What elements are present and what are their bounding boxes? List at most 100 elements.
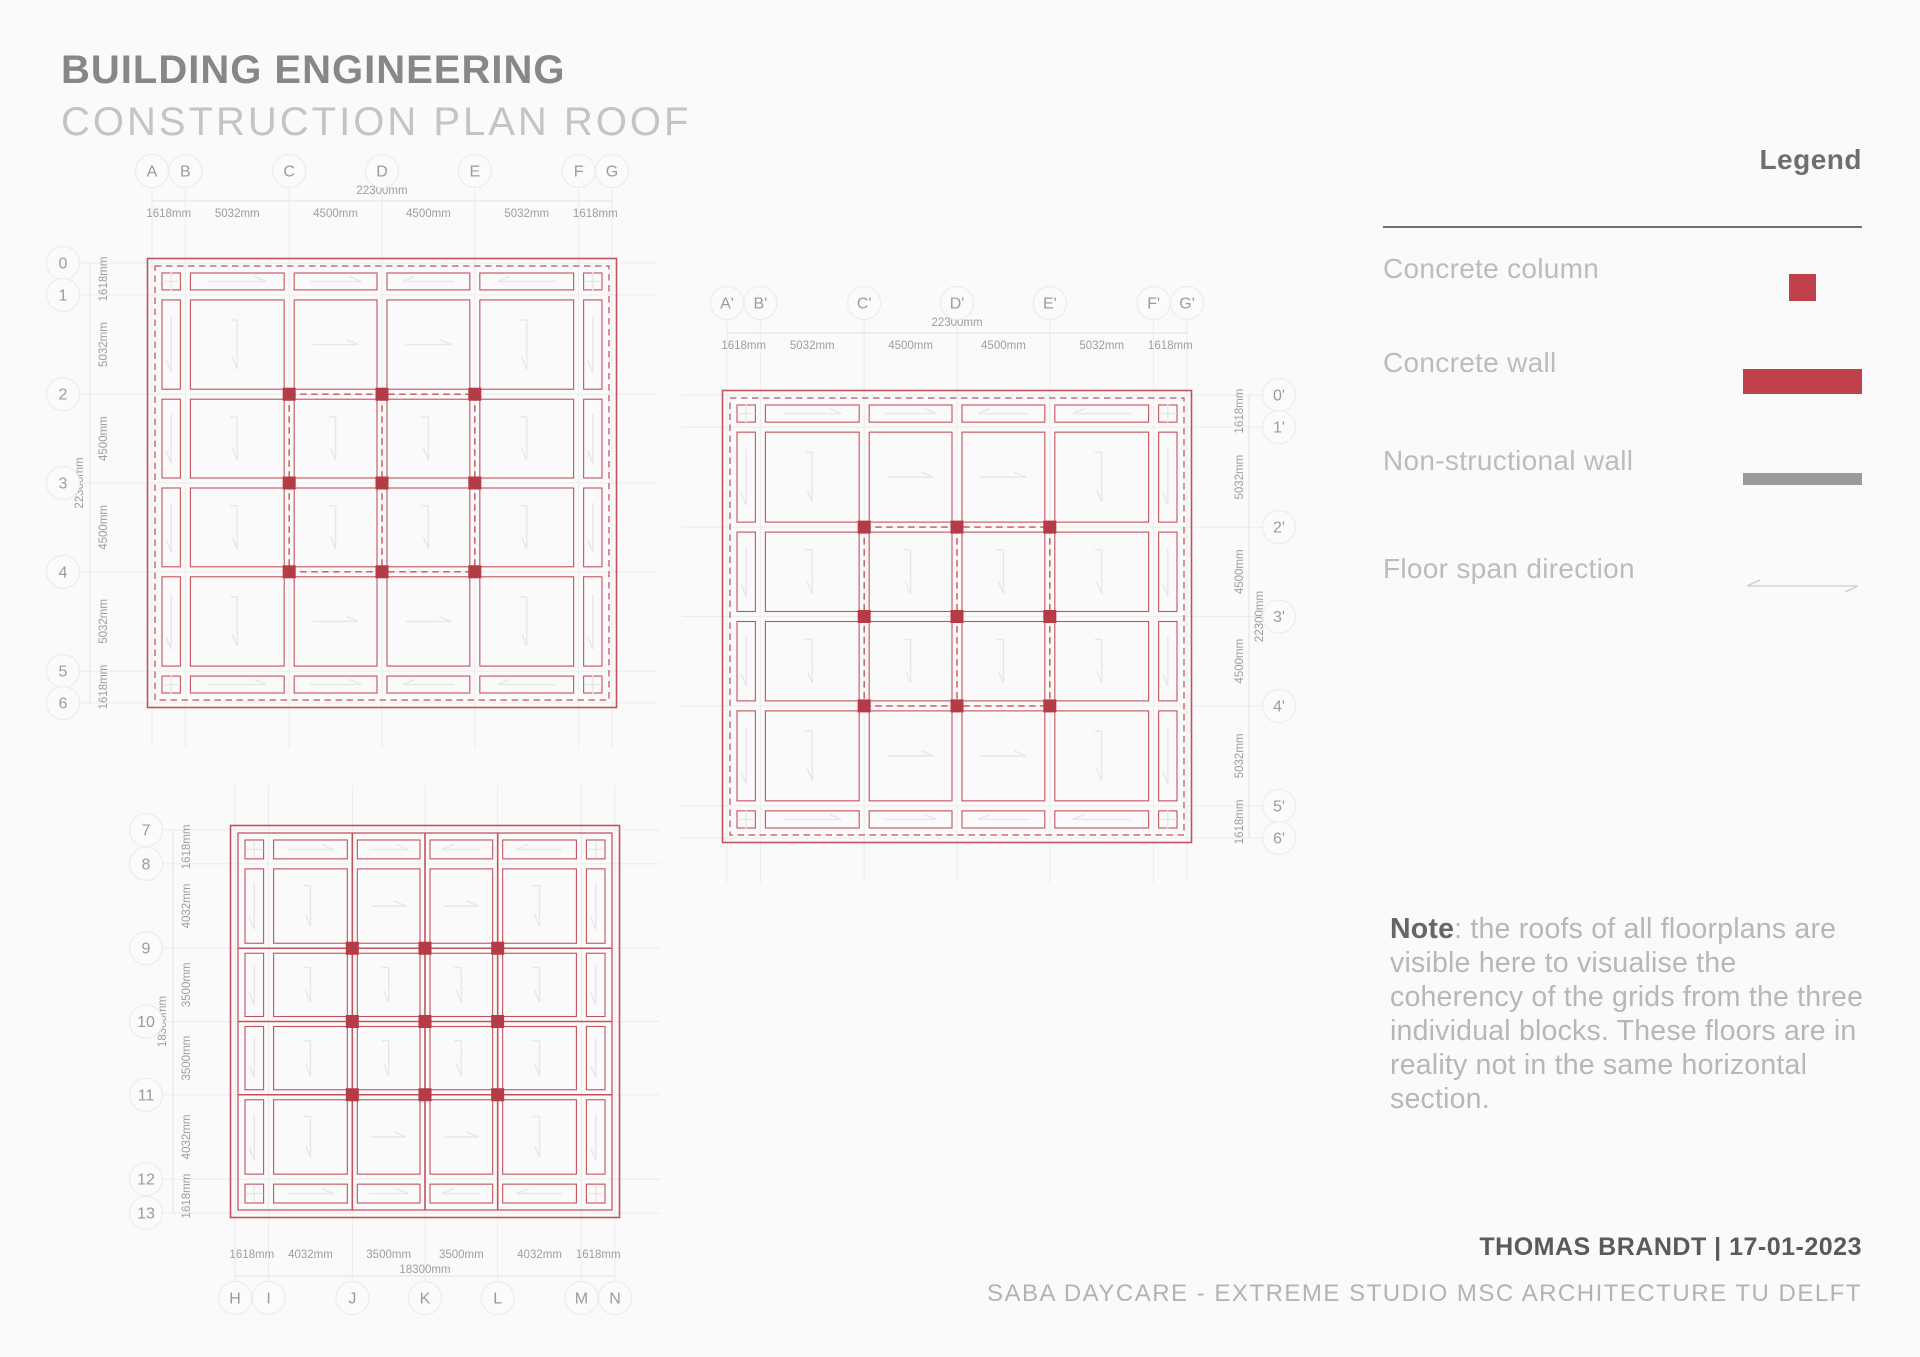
svg-text:4500mm: 4500mm [1234, 549, 1246, 594]
svg-text:4032mm: 4032mm [181, 1115, 193, 1160]
svg-text:12: 12 [137, 1172, 155, 1189]
svg-text:H: H [229, 1291, 241, 1308]
svg-text:G': G' [1179, 296, 1195, 313]
svg-text:1618mm: 1618mm [721, 340, 766, 352]
svg-text:D': D' [950, 296, 965, 313]
page-title: BUILDING ENGINEERING CONSTRUCTION PLAN R… [61, 48, 691, 145]
concrete-column [1043, 610, 1057, 623]
svg-text:M: M [575, 1291, 588, 1308]
concrete-column [491, 1015, 505, 1028]
legend-item-floor-span: Floor span direction [1383, 553, 1635, 584]
svg-text:0: 0 [59, 256, 68, 273]
svg-text:C: C [283, 164, 295, 181]
svg-text:3500mm: 3500mm [366, 1249, 411, 1261]
svg-text:4032mm: 4032mm [517, 1249, 562, 1261]
note-text: : the roofs of all floorplans are visibl… [1390, 913, 1864, 1115]
concrete-column [950, 699, 964, 713]
concrete-column [418, 941, 432, 955]
svg-text:1618mm: 1618mm [98, 257, 110, 302]
svg-text:7: 7 [142, 823, 151, 840]
title-main: BUILDING ENGINEERING [61, 48, 566, 92]
svg-text:4032mm: 4032mm [288, 1249, 333, 1261]
svg-text:1618mm: 1618mm [146, 208, 191, 220]
svg-text:0': 0' [1273, 388, 1285, 405]
svg-text:4500mm: 4500mm [98, 416, 110, 461]
concrete-column [468, 387, 482, 401]
note-block: Note: the roofs of all floorplans are vi… [1390, 912, 1868, 1116]
svg-text:N: N [609, 1291, 621, 1308]
svg-text:K: K [420, 1291, 431, 1308]
svg-text:1618mm: 1618mm [1234, 389, 1246, 434]
svg-text:5032mm: 5032mm [1234, 455, 1246, 500]
concrete-column [345, 1015, 359, 1028]
svg-text:4500mm: 4500mm [98, 505, 110, 550]
concrete-column [491, 941, 505, 955]
svg-text:4: 4 [59, 564, 68, 581]
svg-text:2: 2 [59, 387, 68, 404]
svg-text:3500mm: 3500mm [181, 1036, 193, 1081]
svg-text:22300mm: 22300mm [356, 185, 407, 197]
svg-text:11: 11 [138, 1087, 155, 1104]
svg-text:5032mm: 5032mm [1234, 734, 1246, 779]
svg-text:4500mm: 4500mm [1234, 639, 1246, 684]
concrete-column [345, 941, 359, 955]
legend-panel: Legend Concrete column Concrete wall Non… [1383, 140, 1862, 640]
svg-text:A: A [147, 164, 158, 181]
legend-divider [1383, 226, 1862, 228]
svg-text:4500mm: 4500mm [313, 208, 358, 220]
concrete-column [375, 387, 389, 401]
footer-credit: THOMAS BRANDT | 17-01-2023 [1479, 1233, 1862, 1261]
concrete-column [375, 565, 389, 579]
concrete-column [1043, 520, 1057, 534]
concrete-column [857, 610, 871, 623]
svg-text:4032mm: 4032mm [181, 884, 193, 929]
svg-text:1618mm: 1618mm [573, 208, 618, 220]
svg-text:4500mm: 4500mm [888, 340, 933, 352]
concrete-column [345, 1088, 359, 1102]
svg-text:1618mm: 1618mm [181, 825, 193, 870]
concrete-column [491, 1088, 505, 1102]
svg-text:18300mm: 18300mm [399, 1264, 450, 1276]
legend-item-concrete-column: Concrete column [1383, 253, 1600, 284]
svg-text:4500mm: 4500mm [406, 208, 451, 220]
svg-text:8: 8 [142, 856, 151, 873]
svg-text:10: 10 [137, 1014, 155, 1031]
svg-text:3: 3 [59, 476, 68, 493]
floorplan-block-2: 22300mm 1618mm 5032mm 4500mm 4500mm 5032mm 161… [682, 285, 1297, 883]
svg-text:6': 6' [1273, 831, 1285, 848]
svg-text:F: F [574, 164, 584, 181]
svg-text:5: 5 [59, 664, 68, 681]
legend-item-concrete-wall: Concrete wall [1383, 347, 1557, 378]
concrete-column [950, 610, 964, 623]
svg-text:1: 1 [59, 287, 68, 304]
svg-text:4500mm: 4500mm [981, 340, 1026, 352]
svg-text:L: L [493, 1291, 502, 1308]
legend-title: Legend [1759, 144, 1862, 175]
concrete-column [282, 387, 296, 401]
svg-text:5032mm: 5032mm [790, 340, 835, 352]
svg-text:1618mm: 1618mm [1148, 340, 1193, 352]
concrete-column [1043, 699, 1057, 713]
svg-text:E: E [469, 164, 480, 181]
legend-item-nonstructural-wall: Non-structional wall [1383, 445, 1634, 476]
svg-text:5032mm: 5032mm [215, 208, 260, 220]
svg-text:22300mm: 22300mm [1254, 591, 1266, 642]
svg-text:2': 2' [1273, 520, 1285, 537]
svg-text:F': F' [1147, 296, 1160, 313]
title-sub: CONSTRUCTION PLAN ROOF [61, 100, 692, 144]
svg-text:5032mm: 5032mm [504, 208, 549, 220]
svg-text:9: 9 [142, 941, 151, 958]
concrete-column [857, 699, 871, 713]
svg-text:E': E' [1043, 296, 1057, 313]
svg-text:G: G [606, 164, 618, 181]
svg-text:5032mm: 5032mm [1079, 340, 1124, 352]
concrete-column [950, 520, 964, 534]
concrete-column [418, 1015, 432, 1028]
floorplan-block-3: 18300mm 1618mm 4032mm 3500mm 3500mm 4032mm 161… [128, 785, 660, 1316]
svg-text:1618mm: 1618mm [1234, 800, 1246, 845]
column-square-icon [1789, 274, 1816, 301]
gray-bar-icon [1743, 473, 1862, 485]
svg-text:J: J [348, 1291, 356, 1308]
concrete-column [418, 1088, 432, 1102]
